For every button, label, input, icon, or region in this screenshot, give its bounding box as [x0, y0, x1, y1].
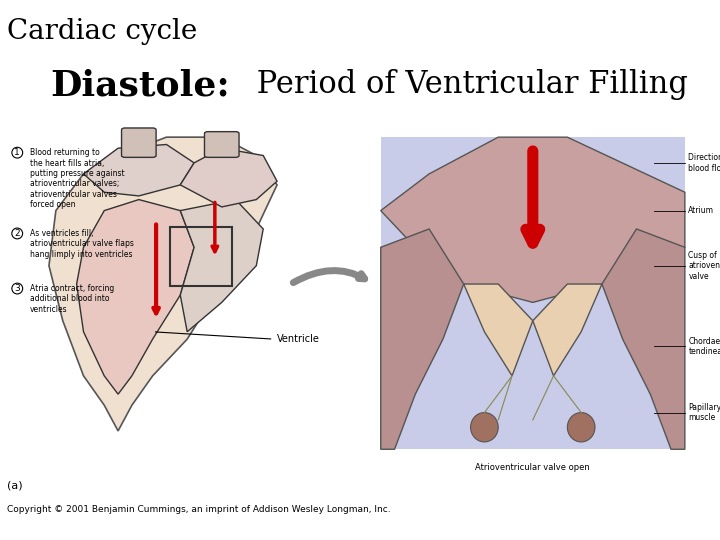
Polygon shape — [381, 229, 464, 449]
Ellipse shape — [471, 413, 498, 442]
FancyBboxPatch shape — [122, 128, 156, 157]
FancyBboxPatch shape — [204, 132, 239, 157]
Text: Direction of
blood flow: Direction of blood flow — [688, 153, 720, 173]
Text: Atrioventricular valve open: Atrioventricular valve open — [475, 463, 590, 472]
Polygon shape — [84, 145, 194, 196]
Text: Cardiac cycle: Cardiac cycle — [7, 17, 198, 44]
Text: Period of Ventricular Filling: Period of Ventricular Filling — [247, 69, 688, 99]
Text: Atria contract, forcing
additional blood into
ventricles: Atria contract, forcing additional blood… — [30, 284, 114, 314]
Text: 2: 2 — [14, 229, 20, 238]
Polygon shape — [76, 200, 194, 394]
FancyBboxPatch shape — [381, 137, 685, 449]
Text: Atrium: Atrium — [688, 206, 714, 215]
Polygon shape — [464, 284, 533, 376]
Polygon shape — [180, 200, 264, 332]
Text: As ventricles fill,
atrioventricular valve flaps
hang limply into ventricles: As ventricles fill, atrioventricular val… — [30, 229, 133, 259]
Polygon shape — [180, 148, 277, 207]
Polygon shape — [381, 137, 685, 302]
Text: 3: 3 — [14, 284, 20, 293]
Text: Blood returning to
the heart fills atria,
putting pressure against
atrioventricu: Blood returning to the heart fills atria… — [30, 148, 125, 209]
Text: Chordae
tendineae: Chordae tendineae — [688, 337, 720, 356]
Polygon shape — [602, 229, 685, 449]
Text: Diastole:: Diastole: — [50, 69, 230, 103]
Polygon shape — [533, 284, 602, 376]
Text: 1: 1 — [14, 148, 20, 157]
Text: Ventricle: Ventricle — [277, 334, 320, 344]
Text: Copyright © 2001 Benjamin Cummings, an imprint of Addison Wesley Longman, Inc.: Copyright © 2001 Benjamin Cummings, an i… — [7, 505, 391, 515]
Text: Papillary
muscle: Papillary muscle — [688, 403, 720, 422]
Text: Cusp of
atrioventricular
valve: Cusp of atrioventricular valve — [688, 251, 720, 281]
Text: (a): (a) — [7, 480, 23, 490]
Polygon shape — [49, 137, 277, 431]
Ellipse shape — [567, 413, 595, 442]
